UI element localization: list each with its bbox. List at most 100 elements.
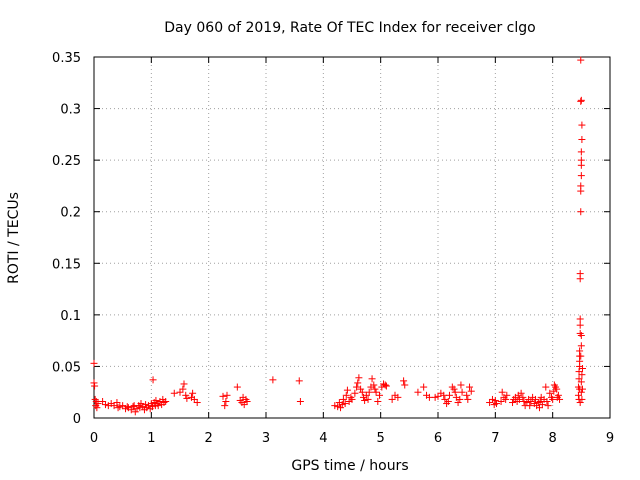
chart-title: Day 060 of 2019, Rate Of TEC Index for r… [164,20,535,36]
data-point-59 [222,397,230,405]
data-point-156 [526,402,534,410]
data-point-67 [243,397,251,405]
data-point-51 [182,391,190,399]
tick-labels: 0 1 2 3 4 5 6 7 8 9 0 0.05 0.1 0.15 0.2 0.25 0.3 0.35 [52,51,614,446]
data-point-211 [578,364,586,372]
data-point-201 [578,136,586,144]
data-point-190 [576,321,584,329]
data-point-180 [556,395,564,403]
y-tick-label-4: 0.2 [60,206,81,221]
data-point-41 [154,402,162,410]
data-points [90,56,586,416]
data-point-71 [331,402,339,410]
data-point-126 [454,399,462,407]
data-point-74 [337,404,345,412]
data-point-20 [127,406,135,414]
data-point-215 [577,331,585,339]
data-point-137 [491,396,499,404]
data-point-84 [353,383,361,391]
y-tick-label-6: 0.3 [60,103,81,118]
data-point-173 [549,395,557,403]
data-point-95 [368,375,376,383]
data-point-99 [374,397,382,405]
data-point-214 [577,342,585,350]
data-point-152 [520,397,528,405]
data-point-56 [193,399,201,407]
data-point-69 [295,377,303,385]
data-point-135 [488,395,496,403]
data-point-205 [577,56,585,64]
data-point-82 [348,395,356,403]
data-point-72 [334,403,342,411]
data-point-177 [553,385,561,393]
data-point-35 [148,403,156,411]
data-point-27 [137,400,145,408]
data-point-54 [189,389,197,397]
data-point-212 [576,399,584,407]
data-point-90 [361,396,369,404]
data-point-107 [394,393,402,401]
data-point-36 [149,376,157,384]
data-point-65 [240,401,248,409]
data-point-14 [114,404,122,412]
x-axis-label: GPS time / hours [291,458,408,474]
x-tick-label-0: 0 [90,431,98,446]
x-tick-label-1: 1 [147,431,155,446]
data-point-170 [544,402,552,410]
x-tick-label-2: 2 [205,431,213,446]
data-point-91 [362,391,370,399]
data-point-120 [444,397,452,405]
data-point-88 [358,388,366,396]
data-point-132 [466,383,474,391]
data-point-128 [457,381,465,389]
data-point-204 [577,97,585,105]
data-point-193 [576,275,584,283]
data-point-76 [339,395,347,403]
data-point-130 [463,391,471,399]
plot-border [93,56,611,419]
data-point-100 [376,391,384,399]
data-point-163 [535,404,543,412]
data-point-213 [577,352,585,360]
data-point-127 [456,395,464,403]
data-point-216 [576,385,584,393]
data-point-83 [351,389,359,397]
data-point-58 [221,402,229,410]
data-point-52 [183,394,191,402]
data-point-16 [119,402,127,410]
data-point-0 [90,359,98,367]
data-point-140 [498,388,506,396]
data-point-105 [388,395,396,403]
x-tick-label-8: 8 [549,431,557,446]
data-point-75 [338,401,346,409]
data-point-87 [357,385,365,393]
data-point-171 [546,389,554,397]
data-point-160 [531,395,539,403]
data-point-6 [93,404,101,412]
data-point-30 [142,401,150,409]
data-point-199 [577,156,585,164]
data-point-60 [223,391,231,399]
y-axis-label: ROTI / TECUs [6,192,22,284]
data-point-9 [101,401,109,409]
y-tick-label-3: 0.15 [52,257,81,272]
data-point-109 [401,381,409,389]
data-point-207 [577,378,585,386]
data-point-143 [503,391,511,399]
data-point-208 [578,371,586,379]
data-point-131 [464,395,472,403]
data-point-92 [364,395,372,403]
data-point-70 [296,397,304,405]
data-point-104 [382,382,390,390]
data-point-150 [517,389,525,397]
data-point-103 [381,381,389,389]
data-point-45 [160,399,168,407]
data-point-133 [467,387,475,395]
data-point-7 [94,400,102,408]
data-point-139 [497,397,505,405]
data-point-121 [445,391,453,399]
data-point-110 [414,388,422,396]
data-point-24 [133,405,141,413]
data-point-78 [342,391,350,399]
